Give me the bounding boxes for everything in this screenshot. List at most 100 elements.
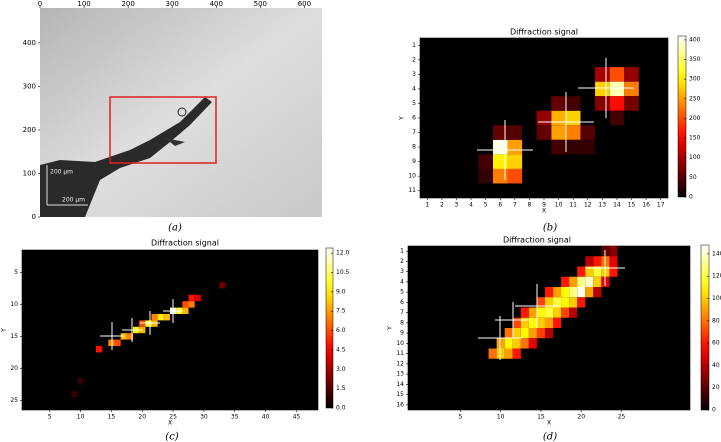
cell [512,317,521,328]
cell [580,139,596,155]
x-tick-label: 25 [618,414,626,421]
y-tick-label: 8 [400,319,404,326]
x-tick-label: 20 [577,414,585,421]
cell [553,297,562,308]
y-tick-label: 4 [412,85,416,92]
y-tick-label: 13 [396,371,404,378]
x-tick-label: 600 [298,0,311,8]
panel: 1 2 3 4 5 6 7 8 9 10 11 12 13 14 15 16 171234567891011Di… [399,28,701,215]
cell [551,139,566,155]
y-tick-label: 9 [412,158,416,165]
cell [145,320,152,327]
cell [593,276,602,287]
y-tick-label: 1 [400,248,404,255]
cell [507,125,523,140]
overlay [100,58,634,360]
y-tick-label: 0 [32,213,36,221]
x-tick-label: 40 [262,414,270,421]
y-tick-label: 1 [412,42,416,49]
caption: (b) [543,223,557,234]
x-tick-label: 20 [138,414,146,421]
cell [520,317,529,328]
y-tick-label: 7 [400,309,404,316]
cell [536,297,545,308]
cell [71,390,78,398]
cell [536,125,552,140]
cell [569,276,578,287]
colorbar-tick-label: 60 [712,340,720,347]
cell [188,301,195,308]
x-tick-label: 12 [584,202,592,209]
caption: (c) [165,432,179,442]
colorbar-tick-label: 3.0 [336,366,346,373]
colorbar-tick-label: 12.0 [336,250,350,257]
y-tick-label: 12 [396,360,404,367]
y-tick-label: 200 [23,126,36,134]
cell [194,294,201,302]
panel: 0 100 200 300 400 500 600 0 100 200 300 400 [23,0,311,221]
cell [496,338,505,349]
colorbar-tick-label: 250 [689,95,701,102]
x-tick-label: 30 [200,414,208,421]
cell [609,256,618,267]
x-tick-label: 17 [657,202,665,209]
cell [544,317,554,328]
cell [593,256,602,267]
chart-title: Diffraction signal [510,28,578,37]
x-tick-label: 10 [497,414,505,421]
cell [585,276,594,287]
cell [512,348,521,359]
y-tick-label: 16 [396,401,404,408]
cell [544,287,554,298]
x-tick-label: 15 [628,202,636,209]
colorbar [325,247,334,409]
cell [182,307,189,314]
cell [609,81,625,97]
x-tick-label: 5 [458,414,462,421]
cell [585,256,594,267]
colorbar-tick-label: 120 [712,273,721,280]
cell [163,314,170,321]
x-tick-label: 10 [77,414,85,421]
colorbar-tick-label: 0 [689,194,693,201]
y-tick-label: 15 [396,391,404,398]
cell [551,96,566,111]
crystal-tip [165,138,185,146]
cell [512,328,521,339]
colorbar-tick-label: 6.0 [336,327,346,334]
x-tick-label: 9 [542,202,546,209]
cell [520,307,529,318]
cell [569,297,578,308]
cell [492,125,508,140]
x-tick-label: 1 [425,202,429,209]
cell [577,287,586,298]
y-tick-label: 5 [400,289,404,296]
cell [593,287,602,298]
x-tick-label: 300 [166,0,179,8]
y-tick-label: 20 [10,365,18,372]
x-tick-label: 2 [440,202,444,209]
colorbar [700,244,710,411]
colorbar-tick-label: 4.5 [336,346,346,353]
cell [512,338,521,349]
cell [561,297,570,308]
colorbar-tick-label: 0.0 [336,405,346,412]
y-tick-label: 5 [14,269,18,276]
cell [553,307,562,318]
panel: 5 10 15 20 2512345678910111213141516Diffract… [387,236,721,427]
cell [507,154,523,169]
chart-title: Diffraction signal [151,239,219,248]
colorbar-tick-label: 150 [689,135,701,142]
cell [478,154,493,169]
cell [114,339,121,346]
x-tick-label: 500 [254,0,267,8]
cell [96,346,103,353]
annotation: 200 µm [50,169,73,176]
cell [478,168,493,184]
cell [507,139,523,155]
cell [577,266,586,277]
y-tick-label: 8 [412,144,416,151]
cell [126,333,133,340]
colorbar-tick-label: 100 [712,295,721,302]
